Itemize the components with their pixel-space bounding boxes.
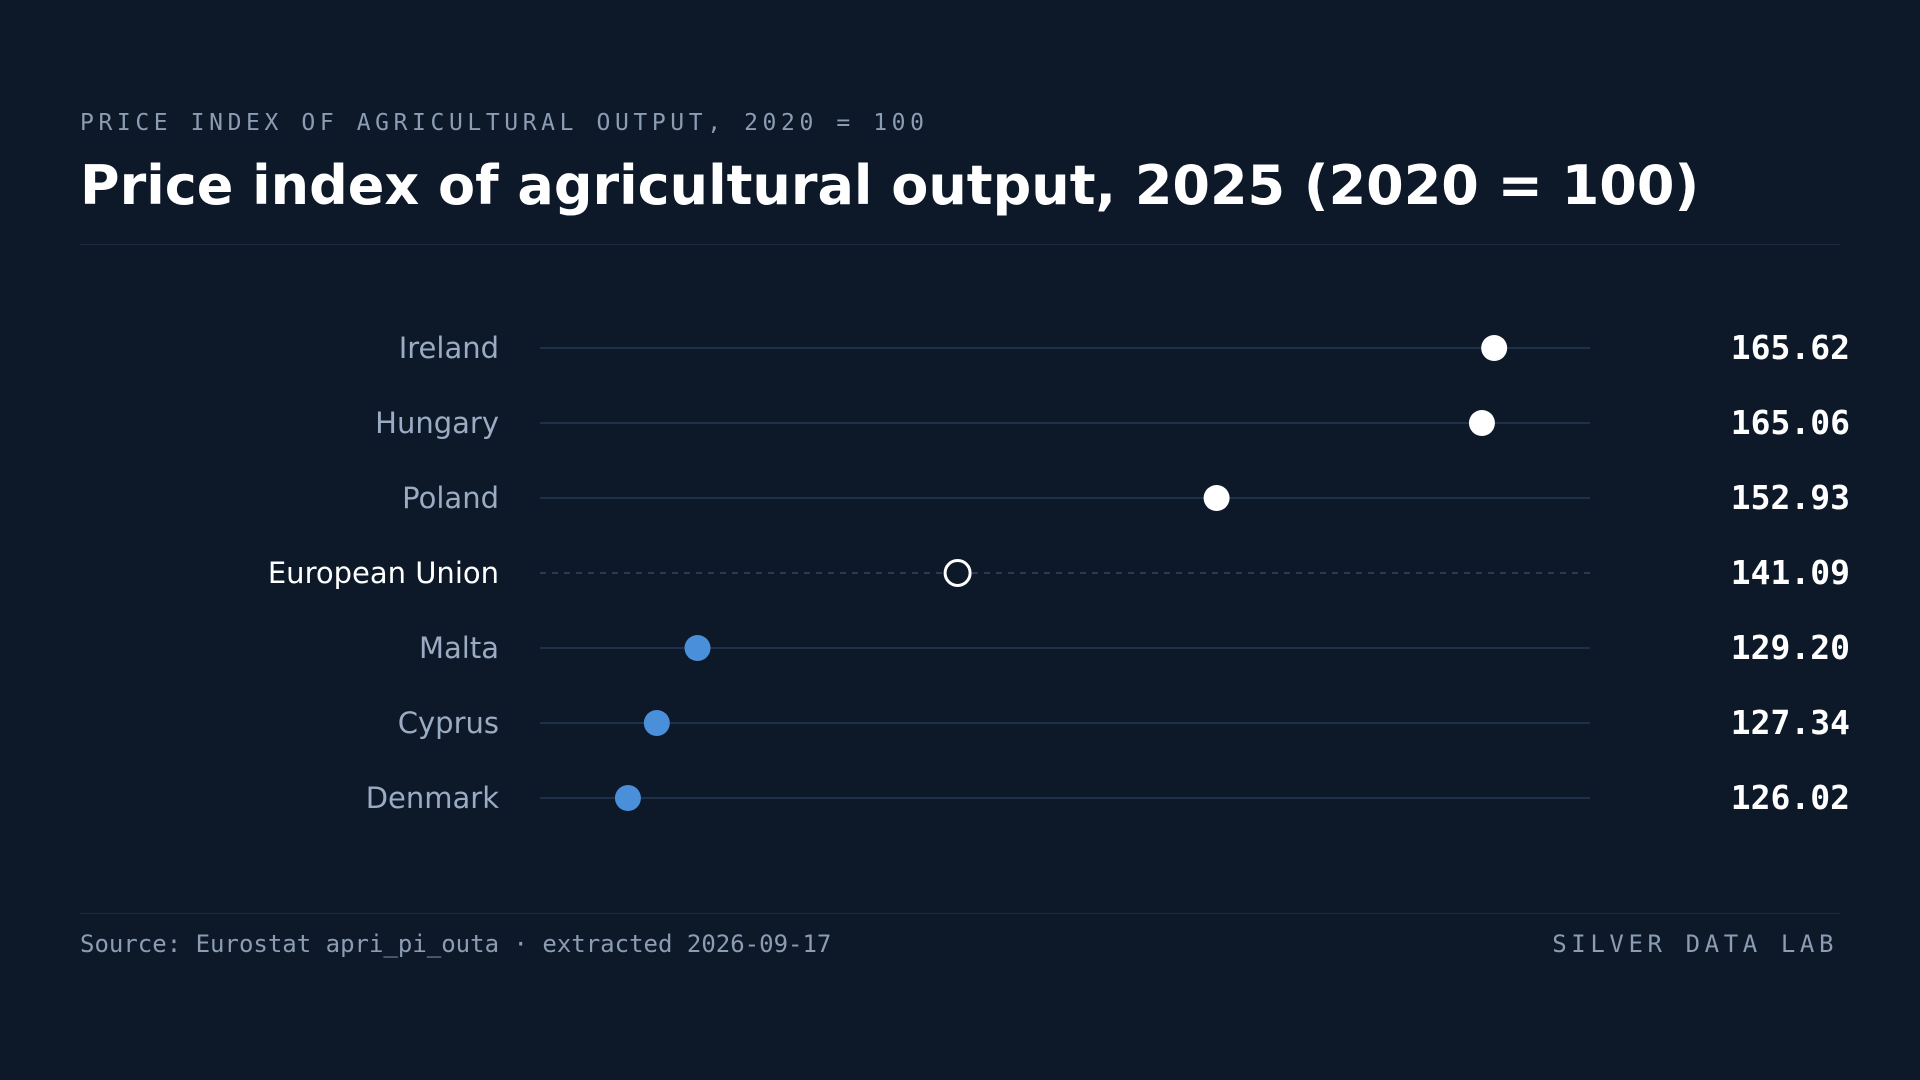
data-point-denmark xyxy=(614,785,641,811)
data-point-malta xyxy=(684,635,711,661)
value-label-cyprus: 127.34 xyxy=(1731,703,1850,742)
chart-title: Price index of agricultural output, 2025… xyxy=(80,154,1700,217)
value-label-denmark: 126.02 xyxy=(1731,778,1850,817)
data-point-european-union xyxy=(943,559,972,587)
chart-kicker: PRICE INDEX OF AGRICULTURAL OUTPUT, 2020… xyxy=(80,110,929,136)
value-label-hungary: 165.06 xyxy=(1731,403,1850,442)
brand-label: SILVER DATA LAB xyxy=(1552,930,1838,958)
value-label-poland: 152.93 xyxy=(1731,478,1850,517)
footer-divider xyxy=(80,913,1840,914)
data-point-ireland xyxy=(1481,335,1508,361)
data-point-poland xyxy=(1203,485,1230,511)
header-divider xyxy=(80,244,1840,245)
category-label-european-union: European Union xyxy=(268,556,499,590)
value-label-malta: 129.20 xyxy=(1731,628,1850,667)
value-label-ireland: 165.62 xyxy=(1731,328,1850,367)
data-point-cyprus xyxy=(643,710,670,736)
source-note: Source: Eurostat apri_pi_outa · extracte… xyxy=(80,930,832,958)
category-label-hungary: Hungary xyxy=(375,406,499,440)
data-point-hungary xyxy=(1468,410,1495,436)
category-label-poland: Poland xyxy=(402,481,499,515)
category-label-ireland: Ireland xyxy=(399,331,499,365)
category-label-denmark: Denmark xyxy=(366,781,499,815)
category-label-cyprus: Cyprus xyxy=(398,706,499,740)
category-label-malta: Malta xyxy=(419,631,499,665)
value-label-european-union: 141.09 xyxy=(1731,553,1850,592)
